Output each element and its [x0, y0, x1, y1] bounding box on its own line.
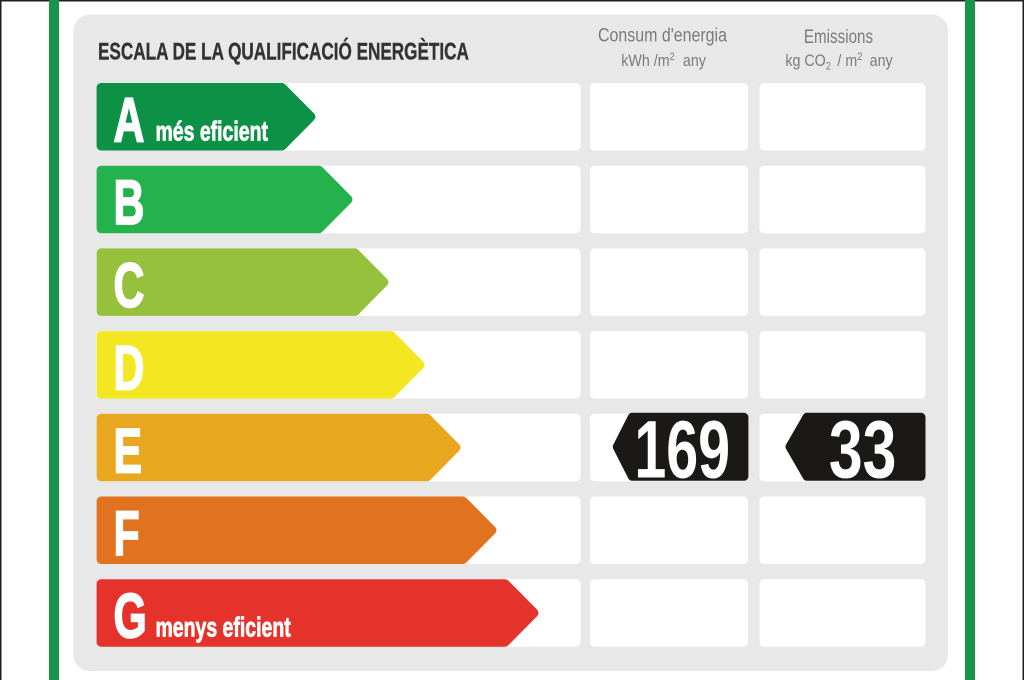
svg-text:Emissions: Emissions: [804, 25, 873, 47]
svg-text:kWh /m2 any: kWh /m2 any: [621, 51, 706, 70]
svg-text:F: F: [114, 499, 140, 569]
svg-text:A: A: [114, 85, 145, 155]
svg-text:E: E: [114, 416, 143, 486]
svg-text:kg CO2 / m2 any: kg CO2 / m2 any: [785, 51, 892, 72]
svg-text:ESCALA DE LA QUALIFICACIÓ ENER: ESCALA DE LA QUALIFICACIÓ ENERGÈTICA: [98, 37, 469, 65]
svg-text:Consum d'energia: Consum d'energia: [598, 24, 727, 46]
svg-text:33: 33: [829, 405, 896, 496]
svg-text:més eficient: més eficient: [156, 116, 268, 147]
svg-text:C: C: [114, 251, 145, 321]
svg-text:B: B: [114, 168, 145, 238]
svg-text:169: 169: [634, 403, 730, 495]
svg-text:menys eficient: menys eficient: [156, 612, 291, 643]
svg-text:G: G: [114, 582, 147, 652]
svg-text:D: D: [114, 333, 145, 403]
